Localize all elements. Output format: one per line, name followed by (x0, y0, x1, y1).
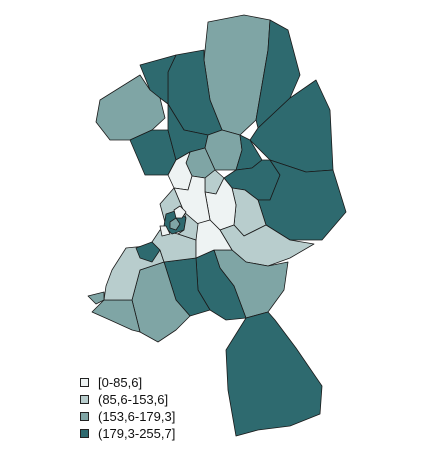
map-region (135, 241, 161, 263)
legend-label: (179,3-255,7] (98, 426, 176, 441)
legend-item: (85,6-153,6] (80, 391, 175, 408)
map-region (169, 217, 181, 231)
map-legend: [0-85,6] (85,6-153,6] (153,6-179,3] (179… (80, 374, 175, 442)
legend-item: (153,6-179,3] (80, 408, 175, 425)
legend-swatch (80, 429, 89, 438)
map-region (225, 311, 323, 437)
legend-swatch (80, 412, 89, 421)
map-region (159, 225, 171, 237)
legend-swatch (80, 395, 89, 404)
legend-item: [0-85,6] (80, 374, 175, 391)
map-region (129, 129, 177, 176)
legend-swatch (80, 378, 89, 387)
map-region (177, 211, 199, 241)
legend-label: (85,6-153,6] (98, 392, 169, 407)
map-region (87, 291, 105, 305)
legend-label: (153,6-179,3] (98, 409, 176, 424)
map-region (91, 299, 141, 333)
map-region (95, 74, 166, 141)
legend-item: (179,3-255,7] (80, 425, 175, 442)
legend-label: [0-85,6] (98, 375, 143, 390)
map-region (173, 205, 187, 219)
map-region (195, 219, 233, 259)
